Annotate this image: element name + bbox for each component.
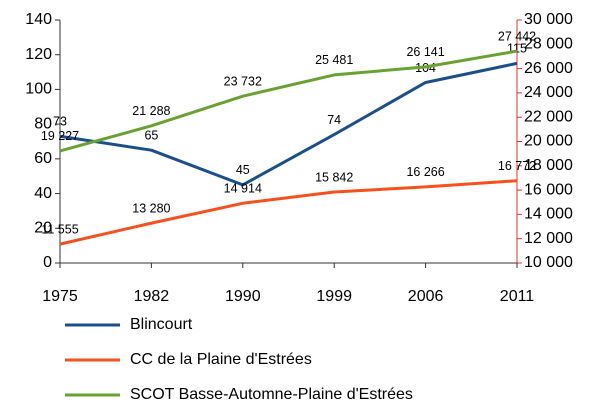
data-label: 23 732	[224, 74, 262, 88]
data-label: 65	[144, 128, 158, 142]
y2-tick-label: 22 000	[524, 108, 573, 125]
y2-tick-label: 30 000	[524, 11, 573, 28]
x-tick-label: 1975	[42, 288, 78, 305]
y2-tick-label: 14 000	[524, 206, 573, 223]
y-tick-label: 60	[34, 150, 52, 167]
y-tick-label: 40	[34, 185, 52, 202]
x-tick-label: 1982	[134, 288, 170, 305]
data-label: 11 555	[41, 222, 78, 236]
y-tick-label: 100	[25, 81, 52, 98]
data-label: 19 227	[41, 129, 79, 143]
legend-label: CC de la Plaine d'Estrées	[130, 351, 312, 368]
x-tick-label: 2011	[500, 288, 535, 305]
data-label: 16 772	[498, 159, 536, 173]
data-label: 45	[236, 163, 250, 177]
y-tick-label: 140	[25, 11, 52, 28]
y2-tick-label: 16 000	[524, 181, 573, 198]
data-label: 26 141	[406, 45, 444, 59]
y2-tick-label: 10 000	[524, 254, 573, 271]
y2-tick-label: 26 000	[524, 60, 573, 77]
y-tick-label: 120	[25, 46, 52, 63]
data-label: 27 442	[498, 29, 536, 43]
y2-tick-label: 20 000	[524, 133, 573, 150]
data-label: 25 481	[315, 53, 353, 67]
series-line	[59, 179, 518, 246]
y-tick-label: 20	[34, 220, 52, 237]
data-label: 14 914	[224, 182, 262, 196]
data-label: 74	[327, 113, 341, 127]
x-tick-label: 1999	[316, 288, 352, 305]
y2-tick-label: 18 000	[524, 157, 573, 174]
x-tick-label: 1990	[225, 288, 261, 305]
data-label: 16 266	[406, 165, 444, 179]
data-label: 13 280	[132, 201, 170, 215]
series-line	[59, 49, 518, 153]
y2-tick-label: 12 000	[524, 230, 573, 247]
y2-tick-label: 28 000	[524, 36, 573, 53]
x-tick-label: 2006	[408, 288, 444, 305]
y2-tick-label: 24 000	[524, 84, 573, 101]
data-label: 73	[53, 115, 67, 129]
data-label: 15 842	[315, 170, 353, 184]
legend-label: SCOT Basse-Automne-Plaine d'Estrées	[130, 386, 413, 403]
data-label: 21 288	[132, 104, 170, 118]
y-tick-label: 80	[34, 115, 52, 132]
series-line	[59, 61, 518, 187]
legend-label: Blincourt	[130, 316, 193, 333]
y-tick-label: 0	[43, 254, 52, 271]
